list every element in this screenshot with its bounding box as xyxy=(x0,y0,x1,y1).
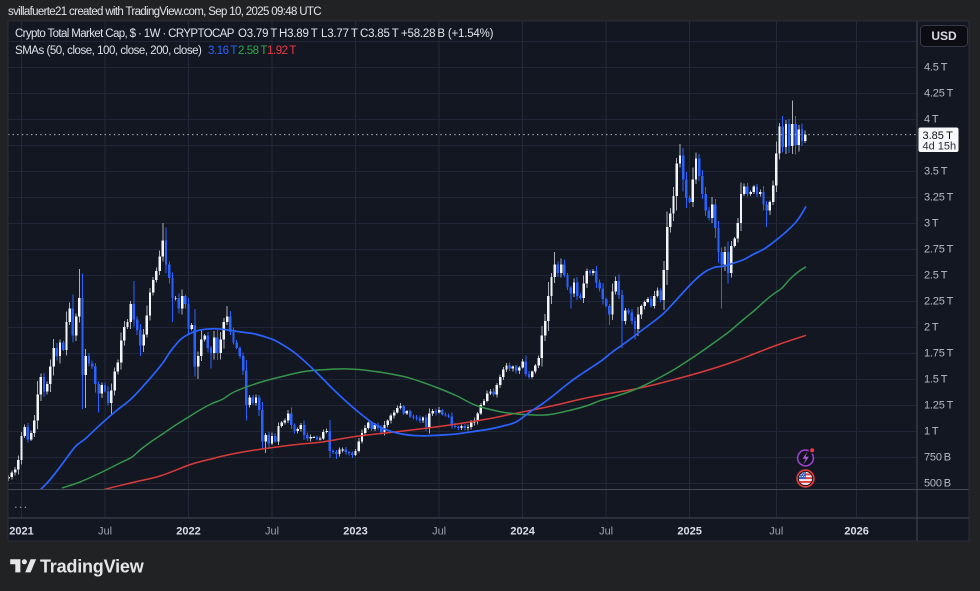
svg-text:Jul: Jul xyxy=(769,526,783,538)
svg-text:2.5 T: 2.5 T xyxy=(924,270,948,282)
svg-text:...: ... xyxy=(14,496,28,511)
svg-text:Jul: Jul xyxy=(599,526,613,538)
svg-text:3.85 T: 3.85 T xyxy=(923,130,954,142)
svg-text:4.25 T: 4.25 T xyxy=(924,88,954,100)
svg-text:2022: 2022 xyxy=(176,526,200,538)
svg-text:2025: 2025 xyxy=(677,526,701,538)
svg-text:4d 15h: 4d 15h xyxy=(923,141,957,153)
svg-text:2026: 2026 xyxy=(844,526,868,538)
svg-text:TradingView: TradingView xyxy=(40,557,145,577)
svg-text:2.75 T: 2.75 T xyxy=(924,244,954,256)
svg-text:4 T: 4 T xyxy=(924,114,939,126)
svg-text:1.25 T: 1.25 T xyxy=(924,400,954,412)
svg-text:2.25 T: 2.25 T xyxy=(924,296,954,308)
svg-text:3.25 T: 3.25 T xyxy=(924,192,954,204)
svg-text:USD: USD xyxy=(931,29,957,43)
svg-text:3 T: 3 T xyxy=(924,218,939,230)
svg-text:3.5 T: 3.5 T xyxy=(924,166,948,178)
svg-text:Jul: Jul xyxy=(432,526,446,538)
svg-text:1.5 T: 1.5 T xyxy=(924,374,948,386)
svg-text:1 T: 1 T xyxy=(924,426,939,438)
svg-text:2 T: 2 T xyxy=(924,322,939,334)
svg-text:2021: 2021 xyxy=(9,526,33,538)
svg-text:Jul: Jul xyxy=(98,526,112,538)
svg-text:2024: 2024 xyxy=(510,526,535,538)
svg-text:Jul: Jul xyxy=(265,526,279,538)
svg-text:2023: 2023 xyxy=(343,526,367,538)
svg-text:750 B: 750 B xyxy=(924,452,951,464)
svg-text:1.75 T: 1.75 T xyxy=(924,348,954,360)
svg-text:4.5 T: 4.5 T xyxy=(924,62,948,74)
svg-text:500 B: 500 B xyxy=(924,478,951,490)
